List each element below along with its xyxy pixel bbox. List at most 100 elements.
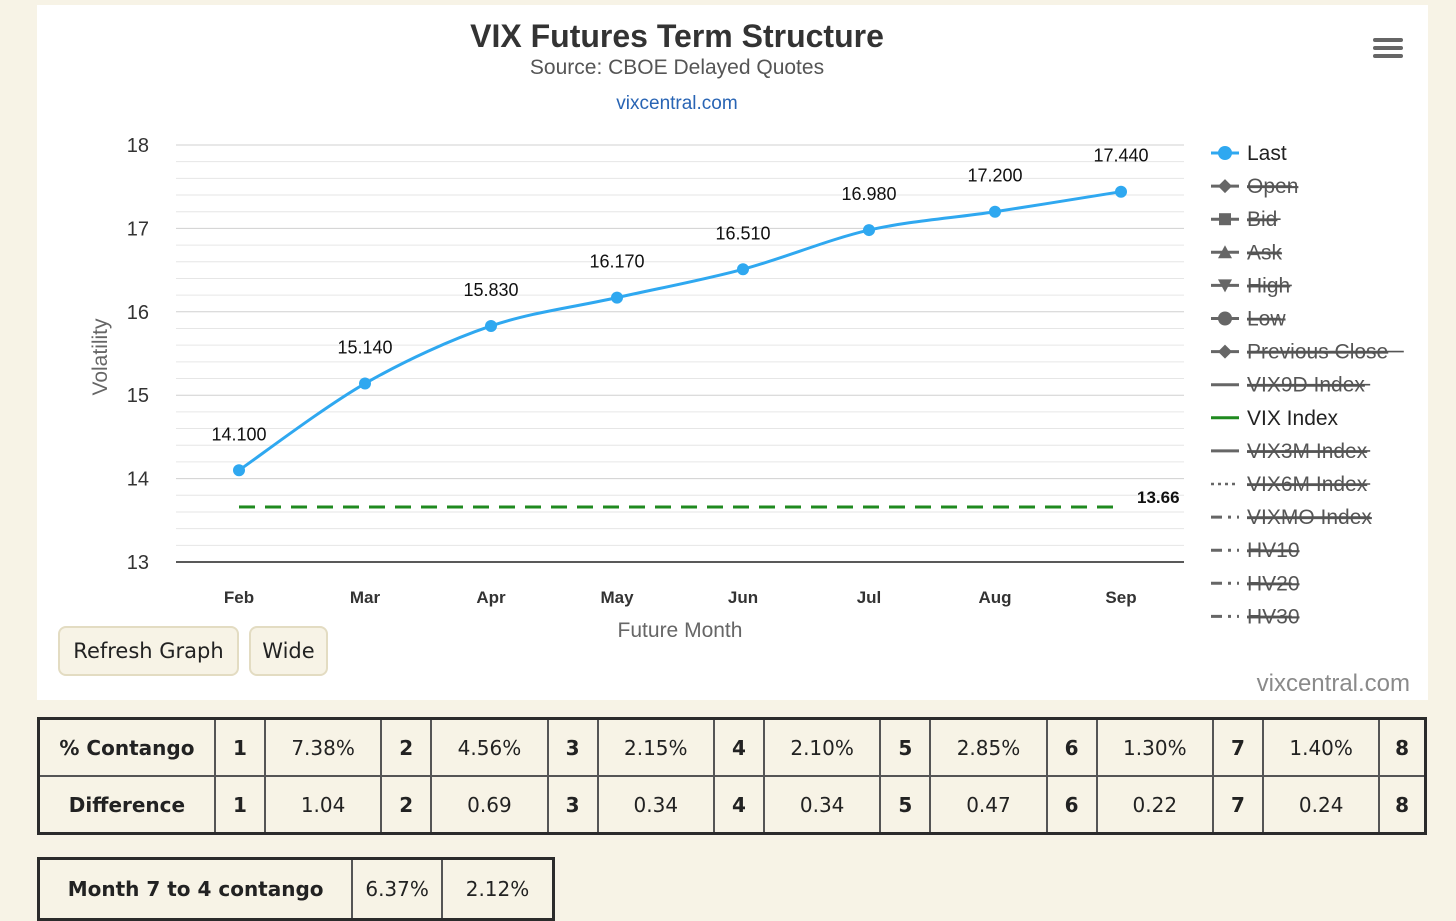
legend-marker-circle [1218, 146, 1232, 160]
y-axis-label: Volatility [89, 318, 112, 396]
legend-marker-triangle [1218, 245, 1232, 259]
month7-contango-table: Month 7 to 4 contango 6.37% 2.12% [37, 857, 555, 921]
legend-marker-triangle-down [1218, 279, 1232, 293]
y-tick-label: 17 [127, 218, 149, 240]
value-cell: 2.15% [596, 717, 715, 777]
month-number-cell: 1 [213, 717, 266, 777]
y-ticks: 13 14 15 16 17 18 [127, 135, 149, 574]
legend-item[interactable]: Last [1211, 142, 1287, 165]
x-tick-label: Sep [1105, 588, 1136, 607]
legend: Last Open Bid Ask High Low Previous Close VIX9D… [1211, 142, 1404, 628]
month-number-cell: 2 [380, 717, 433, 777]
legend-item[interactable]: HV20 [1211, 572, 1300, 595]
legend-item[interactable]: Previous Close [1211, 341, 1404, 364]
watermark-text[interactable]: vixcentral.com [1257, 670, 1410, 697]
value-cell: 0.34 [762, 775, 882, 835]
last-data-label: 16.170 [589, 252, 644, 272]
value-cell: 2.85% [929, 717, 1048, 777]
legend-marker-diamond [1218, 344, 1232, 359]
menu-icon[interactable] [1367, 31, 1409, 65]
x-tick-label: May [600, 588, 634, 607]
month-number-cell: 7 [1211, 775, 1265, 835]
x-axis-label: Future Month [618, 619, 743, 642]
month-number-cell: 6 [1045, 775, 1098, 835]
month-number-cell: 5 [879, 775, 932, 835]
value-cell: 1.40% [1262, 717, 1381, 777]
x-tick-label: Jun [728, 588, 758, 607]
month-number-cell: 3 [546, 717, 599, 777]
legend-marker-diamond [1218, 179, 1232, 194]
legend-item[interactable]: VIXMO Index [1211, 506, 1372, 529]
value-cell: 2.10% [762, 717, 882, 777]
month7-value: 2.12% [440, 857, 555, 921]
last-data-label: 16.510 [715, 223, 770, 243]
month-number-cell: 8 [1378, 717, 1427, 777]
vix-index-value-label: 13.66 [1137, 488, 1180, 507]
legend-marker-circle [1218, 311, 1232, 326]
value-cell: 0.24 [1262, 775, 1381, 835]
legend-item[interactable]: HV10 [1211, 539, 1300, 562]
y-tick-label: 18 [127, 135, 149, 157]
chart-link[interactable]: vixcentral.com [616, 93, 737, 114]
table-row: % Contango 1 7.38% 2 4.56% 3 2.15% 4 2.10% 5 2.85%… [37, 717, 1427, 777]
legend-item[interactable]: Open [1211, 175, 1298, 198]
legend-label: VIX Index [1247, 407, 1339, 430]
last-data-point[interactable] [485, 319, 497, 332]
chart-svg: VIX Futures Term Structure Source: CBOE … [89, 18, 1410, 697]
last-data-point[interactable] [737, 263, 749, 276]
y-tick-label: 15 [127, 385, 149, 407]
refresh-graph-button[interactable]: Refresh Graph [58, 626, 239, 676]
legend-item[interactable]: VIX9D Index [1211, 374, 1371, 397]
last-data-point[interactable] [1115, 185, 1127, 198]
row-label: Difference [37, 775, 216, 835]
x-tick-label: Mar [350, 588, 381, 607]
last-data-point[interactable] [611, 291, 623, 304]
legend-item[interactable]: VIX Index [1211, 407, 1339, 430]
month-number-cell: 6 [1045, 717, 1098, 777]
chart-subtitle: Source: CBOE Delayed Quotes [530, 56, 824, 79]
x-tick-label: Feb [224, 588, 254, 607]
month-number-cell: 1 [213, 775, 266, 835]
last-data-label: 15.140 [337, 338, 392, 358]
last-data-point[interactable] [359, 377, 371, 390]
legend-item[interactable]: Bid [1211, 208, 1281, 231]
month-number-cell: 8 [1378, 775, 1427, 835]
y-tick-label: 14 [127, 469, 149, 491]
value-cell: 1.30% [1095, 717, 1214, 777]
x-tick-label: Aug [978, 588, 1011, 607]
contango-table: % Contango 1 7.38% 2 4.56% 3 2.15% 4 2.10% 5 2.85%… [37, 717, 1427, 835]
last-data-label: 15.830 [463, 280, 518, 300]
table-row: Difference 1 1.04 2 0.69 3 0.34 4 0.34 5 0.47 6 0.22… [37, 775, 1427, 835]
value-cell: 0.69 [430, 775, 549, 835]
series-layer: 13.66 14.100 15.140 15.830 16.170 16.510 16.98… [211, 146, 1180, 509]
legend-item[interactable]: HV30 [1211, 605, 1300, 628]
last-data-point[interactable] [233, 464, 245, 477]
month-number-cell: 7 [1211, 717, 1265, 777]
legend-item[interactable]: VIX3M Index [1211, 440, 1371, 463]
wide-button[interactable]: Wide [249, 626, 328, 676]
last-data-point[interactable] [989, 205, 1001, 218]
x-tick-label: Apr [476, 588, 506, 607]
y-tick-label: 13 [127, 552, 149, 574]
chart-title: VIX Futures Term Structure [470, 18, 884, 54]
x-ticks: Feb Mar Apr May Jun Jul Aug Sep [224, 588, 1137, 607]
x-tick-label: Jul [857, 588, 882, 607]
table-row: Month 7 to 4 contango 6.37% 2.12% [37, 857, 555, 921]
last-data-label: 14.100 [211, 424, 266, 444]
legend-item[interactable]: Ask [1211, 241, 1283, 264]
chart-card: VIX Futures Term Structure Source: CBOE … [37, 5, 1428, 700]
legend-item[interactable]: High [1211, 274, 1292, 297]
row-label: % Contango [37, 717, 216, 777]
month-number-cell: 4 [712, 775, 766, 835]
value-cell: 7.38% [263, 717, 383, 777]
value-cell: 4.56% [430, 717, 549, 777]
last-data-point[interactable] [863, 224, 875, 237]
month7-value: 6.37% [351, 857, 443, 921]
legend-item[interactable]: VIX6M Index [1211, 473, 1371, 496]
last-data-label: 17.200 [967, 166, 1022, 186]
grid-layer [176, 144, 1184, 563]
legend-item[interactable]: Low [1211, 308, 1286, 331]
month-number-cell: 4 [712, 717, 766, 777]
value-cell: 1.04 [263, 775, 383, 835]
legend-label: Last [1247, 142, 1287, 165]
